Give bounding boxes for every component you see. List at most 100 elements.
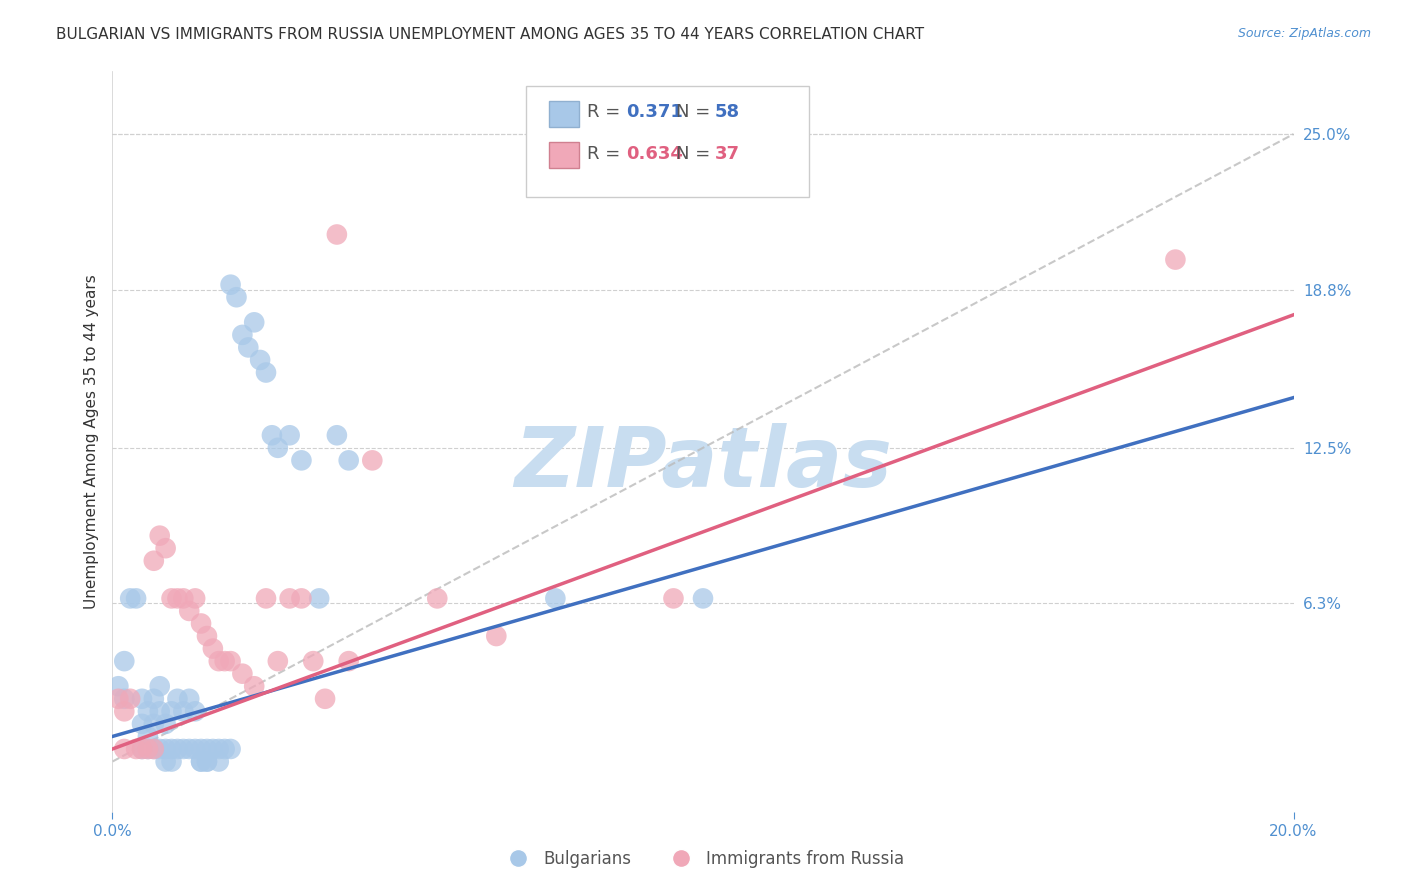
Point bbox=[136, 742, 159, 756]
Point bbox=[426, 591, 449, 606]
Point bbox=[190, 616, 212, 631]
Point bbox=[485, 629, 508, 643]
Point bbox=[314, 691, 336, 706]
Point bbox=[361, 453, 384, 467]
Text: 0.634: 0.634 bbox=[626, 145, 683, 163]
Point bbox=[155, 541, 177, 556]
FancyBboxPatch shape bbox=[526, 87, 810, 197]
Point bbox=[120, 591, 142, 606]
Point bbox=[267, 654, 290, 668]
Point bbox=[201, 742, 224, 756]
FancyBboxPatch shape bbox=[550, 142, 579, 168]
Point bbox=[166, 742, 188, 756]
Point bbox=[166, 691, 188, 706]
Point bbox=[131, 691, 153, 706]
Y-axis label: Unemployment Among Ages 35 to 44 years: Unemployment Among Ages 35 to 44 years bbox=[83, 274, 98, 609]
Text: 58: 58 bbox=[714, 103, 740, 121]
Point bbox=[112, 704, 135, 718]
Point bbox=[142, 742, 165, 756]
Point bbox=[692, 591, 714, 606]
Point bbox=[160, 704, 183, 718]
Point bbox=[184, 742, 207, 756]
Point bbox=[149, 704, 172, 718]
Point bbox=[184, 704, 207, 718]
Point bbox=[195, 755, 218, 769]
Text: Source: ZipAtlas.com: Source: ZipAtlas.com bbox=[1237, 27, 1371, 40]
Point bbox=[149, 742, 172, 756]
FancyBboxPatch shape bbox=[550, 101, 579, 127]
Point bbox=[290, 591, 312, 606]
Point bbox=[214, 742, 236, 756]
Point bbox=[131, 717, 153, 731]
Text: BULGARIAN VS IMMIGRANTS FROM RUSSIA UNEMPLOYMENT AMONG AGES 35 TO 44 YEARS CORRE: BULGARIAN VS IMMIGRANTS FROM RUSSIA UNEM… bbox=[56, 27, 924, 42]
Point bbox=[208, 742, 231, 756]
Point bbox=[219, 742, 242, 756]
Point bbox=[219, 654, 242, 668]
Point bbox=[120, 691, 142, 706]
Point bbox=[278, 591, 301, 606]
Point bbox=[131, 742, 153, 756]
Point bbox=[131, 742, 153, 756]
Point bbox=[254, 591, 277, 606]
Point bbox=[107, 679, 129, 693]
Point bbox=[195, 629, 218, 643]
Point bbox=[238, 340, 260, 354]
Point bbox=[219, 277, 242, 292]
Point bbox=[155, 755, 177, 769]
Text: ZIPatlas: ZIPatlas bbox=[515, 423, 891, 504]
Point bbox=[195, 755, 218, 769]
Point bbox=[160, 591, 183, 606]
Point bbox=[160, 755, 183, 769]
Point bbox=[172, 704, 194, 718]
Point bbox=[201, 641, 224, 656]
Point bbox=[179, 604, 201, 618]
Point bbox=[155, 717, 177, 731]
Point bbox=[125, 591, 148, 606]
Point bbox=[544, 591, 567, 606]
Text: N =: N = bbox=[676, 145, 716, 163]
Point bbox=[290, 453, 312, 467]
Point bbox=[308, 591, 330, 606]
Point bbox=[136, 742, 159, 756]
Point bbox=[179, 691, 201, 706]
Legend: Bulgarians, Immigrants from Russia: Bulgarians, Immigrants from Russia bbox=[495, 844, 911, 875]
Point bbox=[142, 717, 165, 731]
Point bbox=[190, 742, 212, 756]
Point bbox=[326, 227, 349, 242]
Point bbox=[172, 591, 194, 606]
Point bbox=[125, 742, 148, 756]
Point bbox=[302, 654, 325, 668]
Point bbox=[249, 353, 271, 368]
Point bbox=[267, 441, 290, 455]
Point bbox=[149, 529, 172, 543]
Point bbox=[214, 654, 236, 668]
Point bbox=[136, 730, 159, 744]
Point bbox=[172, 742, 194, 756]
Point bbox=[231, 327, 253, 342]
Point bbox=[190, 755, 212, 769]
Point bbox=[112, 654, 135, 668]
Point bbox=[112, 742, 135, 756]
Text: 37: 37 bbox=[714, 145, 740, 163]
Point bbox=[208, 755, 231, 769]
Point bbox=[195, 742, 218, 756]
Point bbox=[208, 654, 231, 668]
Point bbox=[337, 453, 360, 467]
Point bbox=[107, 691, 129, 706]
Point bbox=[260, 428, 283, 442]
Point bbox=[243, 315, 266, 329]
Point bbox=[254, 366, 277, 380]
Point bbox=[184, 591, 207, 606]
Point bbox=[243, 679, 266, 693]
Point bbox=[160, 742, 183, 756]
Point bbox=[231, 666, 253, 681]
Text: 0.371: 0.371 bbox=[626, 103, 683, 121]
Text: N =: N = bbox=[676, 103, 716, 121]
Point bbox=[326, 428, 349, 442]
Point bbox=[337, 654, 360, 668]
Point bbox=[1164, 252, 1187, 267]
Point bbox=[149, 679, 172, 693]
Point bbox=[225, 290, 247, 304]
Point bbox=[155, 742, 177, 756]
Point bbox=[190, 755, 212, 769]
